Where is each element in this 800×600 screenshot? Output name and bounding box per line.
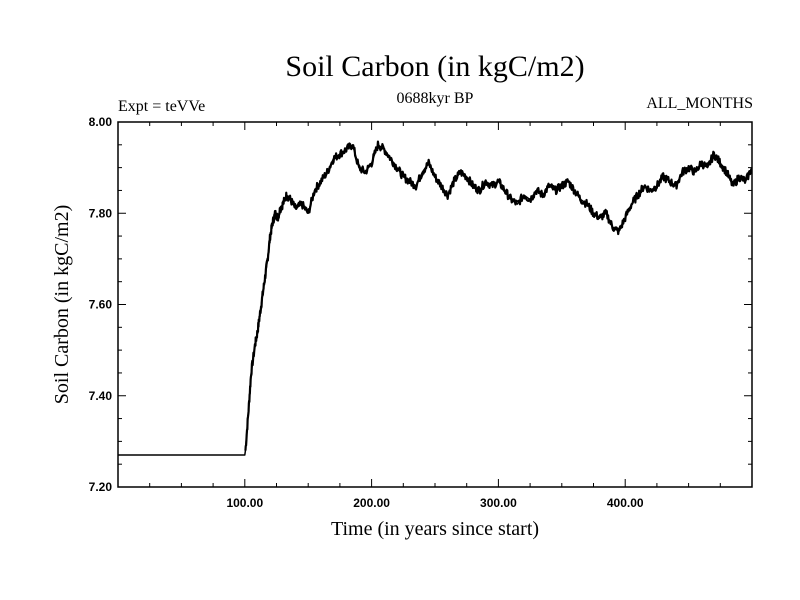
months-label: ALL_MONTHS — [646, 95, 753, 112]
chart-subtitle: 0688kyr BP — [396, 90, 474, 107]
chart-title: Soil Carbon (in kgC/m2) — [285, 50, 585, 83]
x-tick-label: 300.00 — [480, 496, 517, 510]
y-tick-label: 7.20 — [89, 480, 113, 494]
x-tick-label: 100.00 — [226, 496, 263, 510]
ticks-layer: 100.00 200.00 300.00 400.00 7.20 7.40 7.60 7.80… — [89, 115, 752, 510]
y-tick-label: 7.40 — [89, 389, 113, 403]
series-line-noise — [244, 140, 753, 451]
x-axis-label: Time (in years since start) — [331, 518, 539, 540]
experiment-label: Expt = teVVe — [118, 98, 206, 115]
y-axis-label: Soil Carbon (in kgC/m2) — [51, 205, 73, 404]
y-tick-label: 7.60 — [89, 298, 113, 312]
x-tick-label: 200.00 — [353, 496, 390, 510]
series-layer — [118, 140, 753, 456]
series-line — [118, 144, 753, 456]
x-tick-label: 400.00 — [607, 496, 644, 510]
y-tick-label: 7.80 — [89, 206, 113, 220]
y-tick-label: 8.00 — [89, 115, 113, 129]
